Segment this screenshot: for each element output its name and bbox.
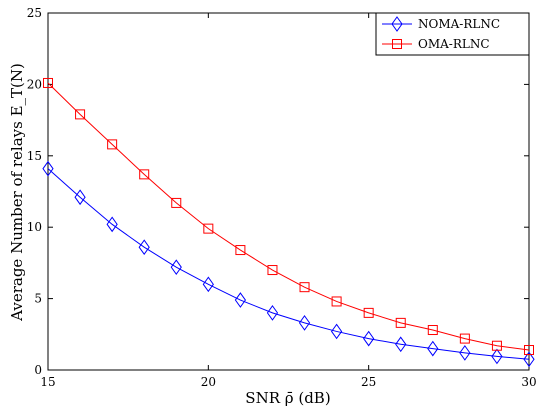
y-tick-label: 5 <box>34 292 42 306</box>
y-tick-label: 15 <box>27 149 42 163</box>
data-point-diamond <box>106 216 118 233</box>
data-point-diamond <box>234 292 247 308</box>
data-point-square <box>107 139 118 150</box>
x-tick-label: 20 <box>201 375 216 389</box>
data-point-square <box>524 345 534 356</box>
y-tick-label: 0 <box>34 363 42 377</box>
data-point-diamond <box>298 315 311 331</box>
series-layer <box>42 77 535 368</box>
y-axis-title: Average Number of relays E_T(N) <box>8 63 26 322</box>
data-point-square <box>491 340 502 351</box>
legend: NOMA-RLNC OMA-RLNC <box>375 12 530 56</box>
data-point-square <box>395 317 406 328</box>
legend-label: OMA-RLNC <box>418 37 490 51</box>
data-point-square <box>139 169 150 180</box>
series-line <box>47 168 530 360</box>
data-point-diamond <box>395 336 407 353</box>
plot-area <box>47 12 530 371</box>
data-point-square <box>267 265 278 276</box>
data-point-diamond <box>363 330 375 347</box>
y-axis-ticks: 0 5 10 15 20 25 <box>27 6 529 377</box>
data-point-square <box>299 282 310 293</box>
data-point-square <box>235 245 246 256</box>
series-line <box>47 82 530 351</box>
series-noma-rlnc <box>42 160 535 368</box>
series-oma-rlnc <box>43 77 534 356</box>
data-point-diamond <box>330 323 343 340</box>
data-point-square <box>171 197 182 208</box>
legend-marker-diamond <box>391 16 403 32</box>
x-tick-label: 15 <box>40 375 55 389</box>
x-tick-label: 25 <box>361 375 376 389</box>
data-point-diamond <box>170 259 182 276</box>
data-point-square <box>75 109 86 120</box>
data-point-square <box>43 77 53 88</box>
x-axis-ticks: 15 20 25 30 <box>40 13 537 389</box>
y-tick-label: 25 <box>27 6 42 20</box>
data-point-diamond <box>202 276 214 293</box>
data-point-square <box>331 296 342 307</box>
data-point-square <box>459 333 470 344</box>
data-point-square <box>203 223 214 234</box>
data-point-square <box>427 325 438 336</box>
x-tick-label: 30 <box>521 375 536 389</box>
data-point-square <box>363 307 374 318</box>
data-point-diamond <box>427 340 439 357</box>
y-tick-label: 20 <box>27 77 42 91</box>
data-point-diamond <box>523 351 535 368</box>
data-point-diamond <box>459 345 471 361</box>
y-tick-label: 10 <box>27 220 42 234</box>
x-axis-title: SNR ρ̄ (dB) <box>245 389 330 407</box>
data-point-diamond <box>42 160 54 177</box>
data-point-diamond <box>138 239 150 256</box>
legend-marker-square <box>392 39 402 49</box>
legend-label: NOMA-RLNC <box>418 17 500 31</box>
data-point-diamond <box>491 348 503 365</box>
data-point-diamond <box>266 305 279 321</box>
data-point-diamond <box>74 189 86 206</box>
